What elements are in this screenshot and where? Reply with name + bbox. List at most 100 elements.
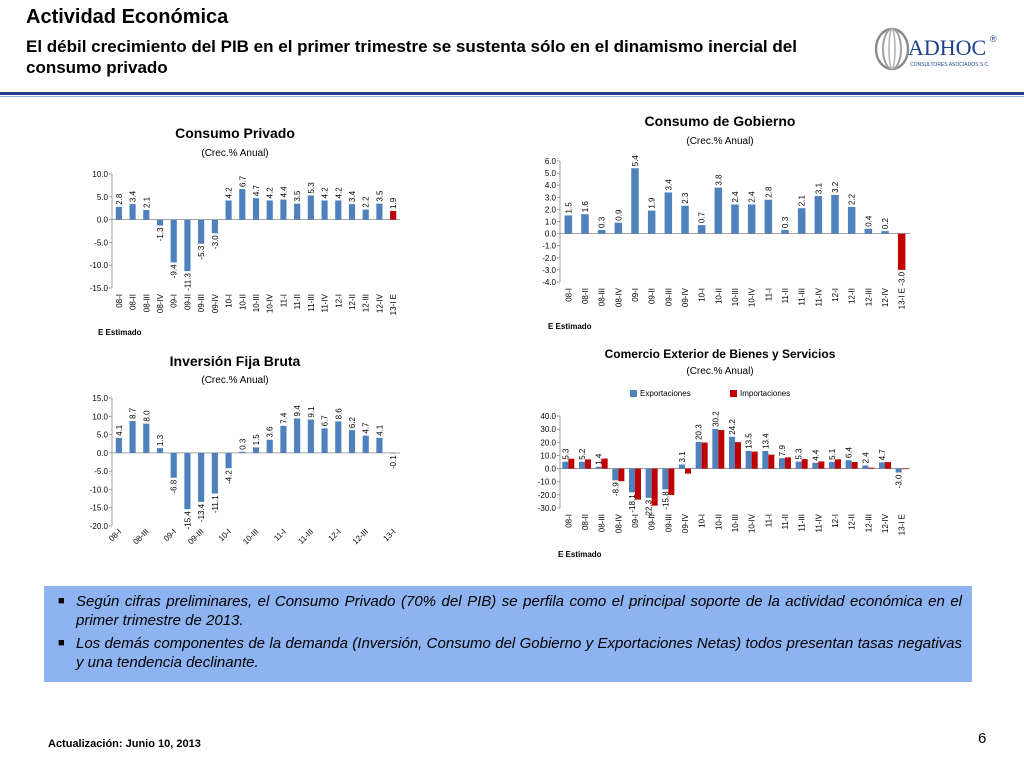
y-tick-label: 5.0	[545, 169, 557, 178]
x-tick-label: 12-I	[334, 294, 343, 308]
bar	[376, 203, 383, 220]
data-label: 3.2	[831, 181, 840, 193]
x-tick-label: 11-IV	[814, 513, 823, 532]
data-label: 2.1	[142, 196, 151, 208]
exportaciones-bar	[645, 468, 652, 498]
x-tick-label: 12-III	[351, 527, 370, 546]
data-label: 6.4	[845, 446, 854, 458]
y-tick-label: 5.0	[97, 431, 109, 440]
data-label: -18.1	[628, 494, 637, 513]
legend-label: Importaciones	[740, 389, 790, 398]
bar	[348, 430, 356, 453]
bar	[307, 419, 314, 453]
data-label: 9.4	[293, 405, 302, 417]
bar	[390, 452, 397, 454]
data-label: -4.2	[225, 470, 234, 484]
data-label: 24.2	[728, 419, 737, 435]
x-tick-label: 11-II	[781, 288, 790, 303]
data-label: 8.7	[129, 407, 138, 419]
data-label: 1.4	[595, 453, 604, 465]
consumo-gobierno-note: E Estimado	[548, 322, 592, 331]
data-label: 8.6	[334, 408, 343, 420]
x-tick-label: 10-II	[238, 294, 247, 310]
importaciones-bar	[851, 462, 858, 469]
bar	[376, 437, 383, 453]
x-tick-label: 11-I	[272, 527, 288, 543]
y-tick-label: 40.0	[540, 412, 556, 421]
x-tick-label: 11-I	[279, 294, 288, 307]
data-label: 13.5	[745, 433, 754, 449]
importaciones-bar	[635, 468, 641, 500]
x-tick-label: 13-I	[381, 527, 397, 543]
x-tick-label: 10-I	[698, 288, 707, 302]
bar	[781, 229, 789, 234]
x-tick-label: 12-I	[831, 288, 840, 302]
bar	[631, 168, 639, 234]
exportaciones-bar	[662, 468, 669, 490]
importaciones-bar	[868, 467, 875, 469]
bar	[184, 452, 191, 510]
data-label: 2.8	[115, 193, 124, 205]
x-tick-label: 11-III	[798, 514, 807, 532]
bar	[211, 219, 218, 234]
x-tick-label: 08-II	[581, 288, 590, 304]
y-tick-label: 6.0	[545, 157, 557, 166]
summary-bullet-text: Los demás componentes de la demanda (Inv…	[76, 635, 962, 671]
bar	[564, 215, 573, 234]
data-label: 2.8	[764, 186, 773, 198]
importaciones-bar	[885, 462, 891, 469]
data-label: 2.4	[731, 191, 740, 203]
bar	[143, 423, 150, 453]
bar	[764, 199, 773, 234]
data-label: 7.9	[778, 445, 787, 457]
bar	[225, 200, 232, 220]
x-tick-label: 09-IV	[681, 287, 690, 307]
y-tick-label: 30.0	[540, 425, 556, 434]
importaciones-bar	[818, 461, 825, 469]
x-tick-label: 11-I	[764, 514, 773, 527]
data-label: 6.7	[321, 415, 330, 427]
exportaciones-bar	[729, 436, 735, 469]
exportaciones-bar	[762, 450, 769, 469]
importaciones-bar	[718, 430, 725, 469]
x-tick-label: 09-II	[183, 294, 192, 310]
x-tick-label: 12-II	[848, 514, 857, 530]
data-label: -1.3	[156, 227, 165, 241]
data-label: 2.3	[681, 192, 690, 204]
data-label: -9.4	[170, 264, 179, 278]
x-tick-label: 08-I	[564, 514, 573, 528]
update-date: Actualización: Junio 10, 2013	[48, 738, 201, 750]
data-label: 3.1	[678, 451, 687, 463]
data-label: 6.7	[238, 175, 247, 187]
data-label: 4.7	[362, 422, 371, 434]
data-label: -3.0	[895, 474, 904, 488]
y-tick-label: -3.0	[542, 266, 556, 275]
data-label: 2.2	[362, 196, 371, 208]
data-label: 30.2	[711, 411, 720, 427]
bar	[390, 210, 397, 220]
x-tick-label: 08-IV	[614, 513, 623, 533]
summary-bullet: ■ Los demás componentes de la demanda (In…	[58, 634, 962, 672]
bar	[681, 205, 689, 234]
x-tick-label: 09-IV	[681, 513, 690, 533]
data-label: 4.2	[321, 187, 330, 199]
exportaciones-bar	[895, 468, 902, 473]
y-tick-label: -1.0	[542, 242, 556, 251]
y-tick-label: -15.0	[90, 504, 109, 513]
y-tick-label: 10.0	[92, 412, 108, 421]
x-tick-label: 12-I	[327, 527, 343, 543]
x-tick-label: 08-III	[142, 294, 151, 312]
bar	[156, 448, 164, 453]
x-tick-label: 12-IV	[881, 513, 890, 533]
bar	[294, 203, 301, 220]
importaciones-bar	[585, 459, 591, 469]
x-tick-label: 08-I	[564, 288, 573, 302]
chart-subtitle: (Crec.% Anual)	[686, 136, 753, 147]
x-tick-label: 12-III	[864, 514, 873, 532]
y-tick-label: 1.0	[545, 218, 557, 227]
data-label: -3.0	[898, 271, 907, 285]
bar	[362, 209, 369, 220]
data-label: -3.0	[211, 235, 220, 249]
data-label: 1.5	[252, 434, 261, 446]
bar	[897, 233, 906, 270]
